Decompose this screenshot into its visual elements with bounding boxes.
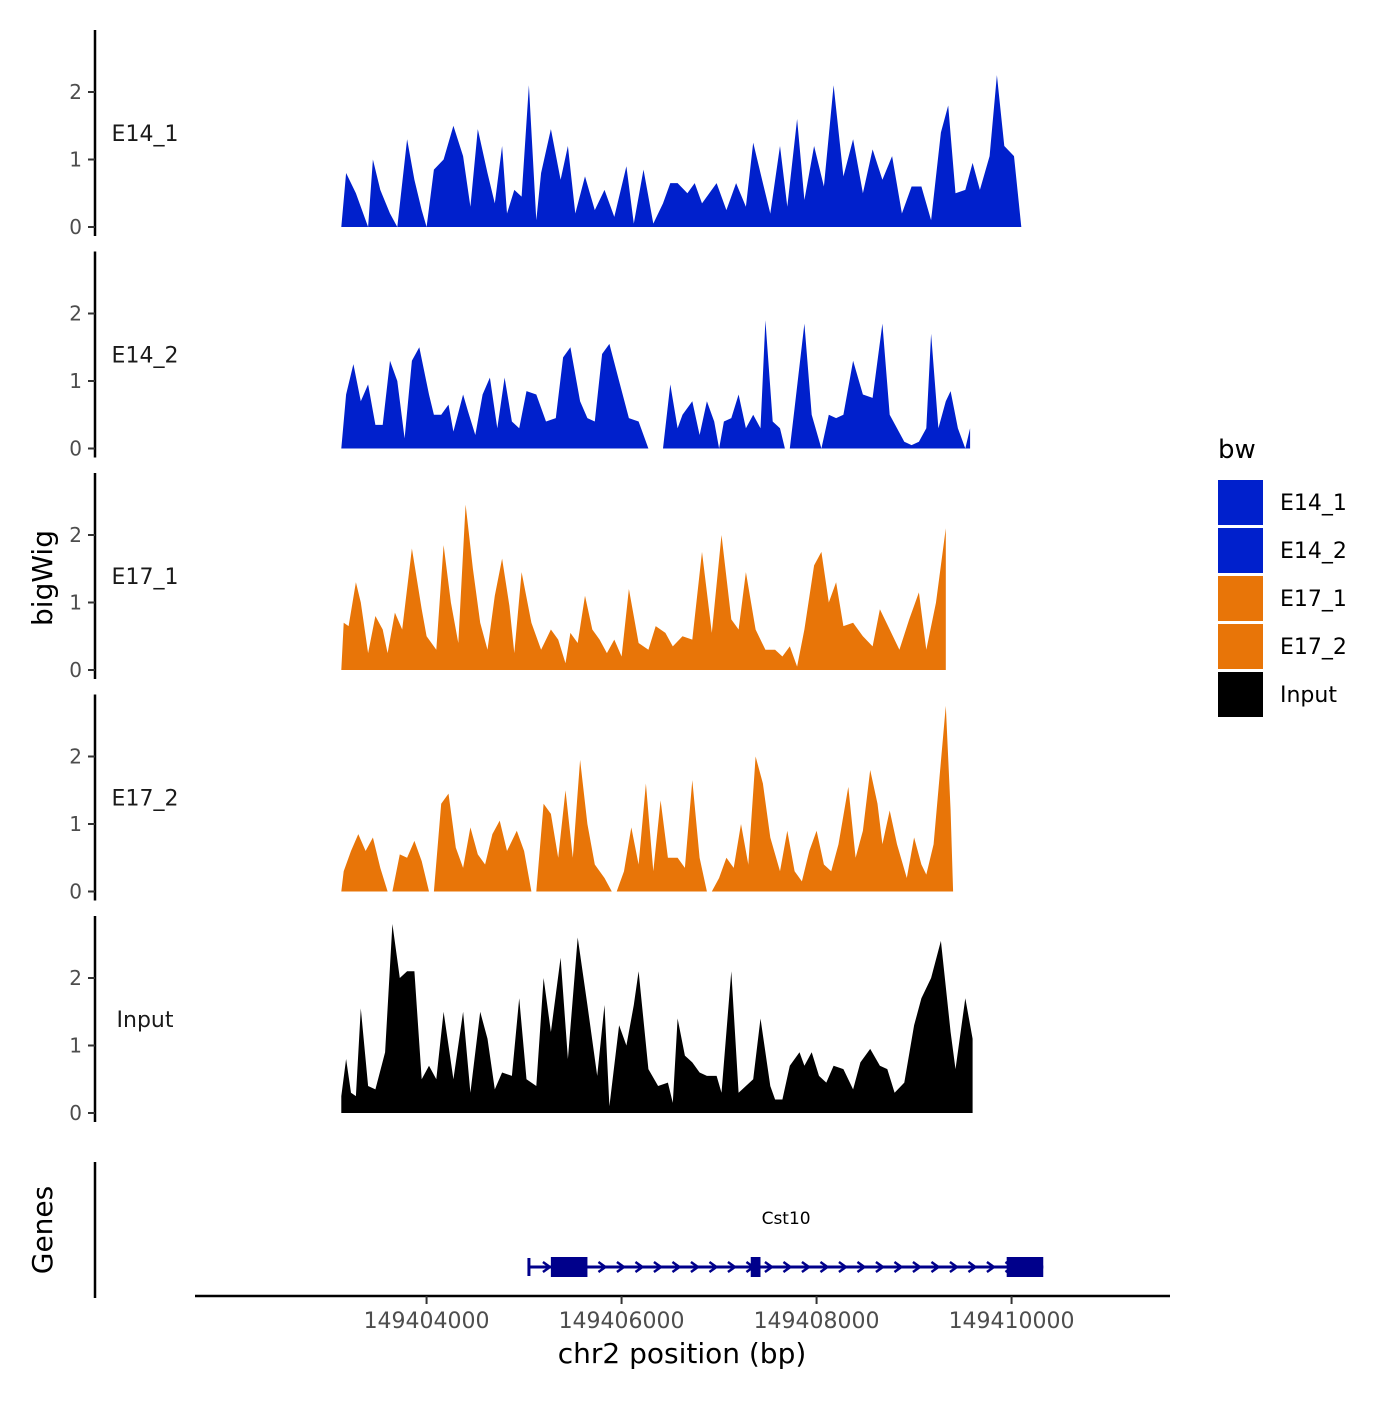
track-label-e14-1: E14_1	[112, 122, 179, 147]
strand-arrow	[986, 1260, 997, 1274]
x-tick-label: 149410000	[949, 1309, 1075, 1334]
y-tick-label: 2	[69, 80, 82, 104]
y-tick-label: 1	[69, 148, 82, 172]
legend-swatch-e17-2	[1218, 624, 1263, 669]
legend-swatch-e17-1	[1218, 576, 1263, 621]
y-tick-label: 1	[69, 369, 82, 393]
strand-arrow	[912, 1260, 923, 1274]
track-label-e14-2: E14_2	[112, 344, 179, 369]
legend-label-e14-1: E14_1	[1280, 491, 1347, 516]
legend-swatch-e14-2	[1218, 528, 1263, 573]
track-panel-e14-1: 0 1 2 E14_1	[69, 30, 1022, 239]
legend-label-e14-2: E14_2	[1280, 539, 1347, 564]
strand-arrow	[893, 1260, 904, 1274]
legend-label-input: Input	[1280, 683, 1337, 708]
gene-track-layer: Genes Cst10	[26, 1162, 1044, 1298]
tracks-layer: 0 1 2 E14_1 0 1 2 E14_2 0 1 2 E17_1 0 1 2 E17_2 0 1 2 Input	[69, 30, 1022, 1125]
x-tick-label: 149404000	[364, 1309, 490, 1334]
x-axis-title: chr2 position (bp)	[558, 1337, 807, 1370]
coverage-area-e14-2	[341, 320, 971, 449]
gene-model: Cst10	[527, 1209, 1044, 1277]
legend: bw E14_1 E14_2 E17_1 E17_2 Input	[1218, 435, 1347, 717]
gene-name-label: Cst10	[762, 1209, 811, 1229]
strand-arrow	[764, 1260, 775, 1274]
strand-arrow	[875, 1260, 886, 1274]
track-panel-e14-2: 0 1 2 E14_2	[69, 251, 971, 461]
track-label-input: Input	[117, 1008, 174, 1033]
strand-arrow	[930, 1260, 941, 1274]
y-tick-label: 2	[69, 745, 82, 769]
coverage-area-e17-1	[341, 504, 946, 670]
strand-arrow	[856, 1260, 867, 1274]
strand-arrow	[838, 1260, 849, 1274]
strand-arrow	[727, 1260, 738, 1274]
strand-arrow	[819, 1260, 830, 1274]
track-label-e17-2: E17_2	[112, 787, 179, 812]
y-tick-label: 0	[69, 437, 82, 461]
y-tick-label: 0	[69, 658, 82, 682]
legend-swatch-input	[1218, 672, 1263, 717]
gene-exon	[1006, 1257, 1044, 1277]
strand-arrow	[542, 1260, 553, 1274]
x-tick-label: 149408000	[754, 1309, 880, 1334]
strand-arrow	[690, 1260, 701, 1274]
legend-label-e17-1: E17_1	[1280, 587, 1347, 612]
track-panel-e17-2: 0 1 2 E17_2	[69, 694, 954, 904]
y-tick-label: 2	[69, 966, 82, 990]
strand-arrow	[597, 1260, 608, 1274]
y-tick-label: 1	[69, 812, 82, 836]
strand-arrow	[708, 1260, 719, 1274]
y-tick-label: 1	[69, 1034, 82, 1058]
gene-exon	[550, 1257, 588, 1277]
strand-arrow	[801, 1260, 812, 1274]
strand-arrow	[949, 1260, 960, 1274]
legend-label-e17-2: E17_2	[1280, 635, 1347, 660]
y-tick-label: 2	[69, 302, 82, 326]
strand-arrow	[782, 1260, 793, 1274]
track-label-e17-1: E17_1	[112, 565, 179, 590]
x-tick-label: 149406000	[559, 1309, 685, 1334]
track-panel-e17-1: 0 1 2 E17_1	[69, 473, 946, 682]
y-tick-label: 0	[69, 1101, 82, 1125]
y-tick-label: 2	[69, 523, 82, 547]
y-tick-label: 0	[69, 880, 82, 904]
coverage-area-e17-2	[341, 705, 954, 892]
coverage-area-input	[341, 924, 973, 1113]
track-panel-input: 0 1 2 Input	[69, 916, 973, 1125]
y-axis-title: bigWig	[26, 530, 59, 626]
strand-arrow	[967, 1260, 978, 1274]
x-axis: chr2 position (bp) 149404000 149406000 149…	[195, 1294, 1170, 1370]
strand-arrow	[634, 1260, 645, 1274]
strand-arrow	[653, 1260, 664, 1274]
strand-arrow	[616, 1260, 627, 1274]
genes-axis-title: Genes	[26, 1186, 59, 1274]
y-tick-label: 1	[69, 591, 82, 615]
strand-arrow	[671, 1260, 682, 1274]
legend-title: bw	[1218, 435, 1256, 465]
legend-swatch-e14-1	[1218, 480, 1263, 525]
y-tick-label: 0	[69, 215, 82, 239]
coverage-area-e14-1	[341, 75, 1022, 227]
gene-exon	[750, 1257, 761, 1277]
